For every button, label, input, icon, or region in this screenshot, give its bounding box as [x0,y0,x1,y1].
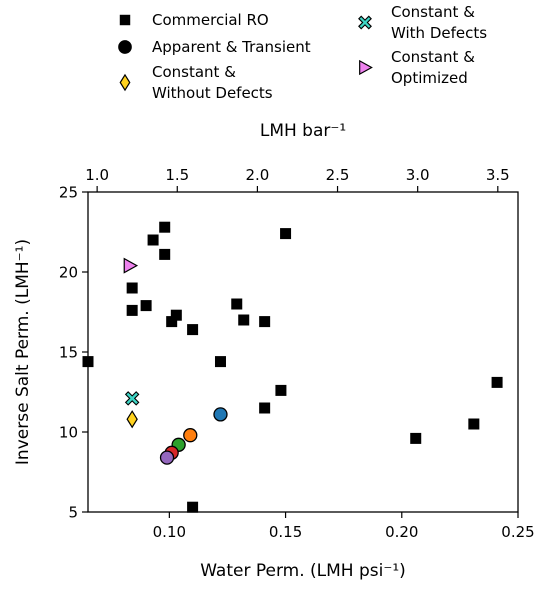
data-point-apparent-transient [213,407,228,422]
data-point-commercial-ro [214,356,226,368]
x-tick-label: 0.10 [153,523,186,541]
data-point-apparent-transient [159,450,175,465]
data-point-commercial-ro [280,228,292,240]
top-axis-tick-label: 3.5 [486,166,510,184]
data-point-commercial-ro [147,234,159,246]
x-tick-label: 0.15 [269,523,302,541]
plot-frame [87,191,519,513]
top-axis-tick-label: 1.5 [165,166,189,184]
data-point-commercial-ro [187,501,199,513]
legend-label: Constant & [391,3,475,21]
data-point-commercial-ro [259,316,271,328]
legend-label: Optimized [391,69,468,87]
top-axis-label: LMH bar⁻¹ [260,121,346,141]
legend: Commercial RO Apparent & Transient Constan… [118,3,487,102]
top-axis-tick-label: 3.0 [406,166,430,184]
data-point-commercial-ro [187,324,199,336]
legend-label: Constant & [152,63,236,81]
legend-label: Without Defects [152,84,273,102]
data-point-constant-without-defects [126,410,138,429]
axes: 0.10 0.15 0.20 0.25 5 10 15 20 25 1.0 1.5 2.0 2.5 3.0… [59,166,535,541]
y-tick-label: 10 [59,424,78,442]
legend-marker-constant-optimized [359,59,373,76]
legend-marker-constant-with-defects [358,15,372,30]
data-point-commercial-ro [159,248,171,260]
y-tick-label: 20 [59,264,78,282]
data-point-apparent-transient [183,428,198,443]
data-point-constant-with-defects [124,391,140,406]
data-point-commercial-ro [275,384,287,396]
data-point-commercial-ro [491,376,503,388]
data-point-commercial-ro [468,418,480,430]
data-point-commercial-ro [259,402,271,414]
legend-label: Constant & [391,48,475,66]
data-point-commercial-ro [166,316,178,328]
data-point-commercial-ro [126,304,138,316]
data-point-commercial-ro [140,300,152,312]
top-axis-tick-label: 2.5 [326,166,350,184]
top-axis-tick-label: 2.0 [245,166,269,184]
data-point-commercial-ro [238,314,250,326]
legend-marker-commercial-ro [119,14,131,26]
y-tick-label: 15 [59,344,78,362]
legend-label: With Defects [391,24,487,42]
data-point-constant-optimized [123,257,139,274]
y-tick-label: 25 [59,184,78,202]
y-tick-label: 5 [68,504,78,522]
data-point-commercial-ro [410,432,422,444]
x-tick-label: 0.20 [385,523,418,541]
legend-label: Commercial RO [152,11,269,29]
data-point-commercial-ro [231,298,243,310]
data-point-commercial-ro [126,282,138,294]
data-point-commercial-ro [159,221,171,233]
data-point-commercial-ro [170,309,182,321]
top-axis-tick-label: 1.0 [85,166,109,184]
legend-marker-apparent-transient [118,40,132,54]
legend-label: Apparent & Transient [152,38,311,56]
data-points [82,221,503,513]
y-axis-label: Inverse Salt Perm. (LMH⁻¹) [13,239,33,465]
x-tick-label: 0.25 [501,523,534,541]
x-axis-label: Water Perm. (LMH psi⁻¹) [200,561,406,581]
legend-marker-constant-without-defects [119,73,131,92]
